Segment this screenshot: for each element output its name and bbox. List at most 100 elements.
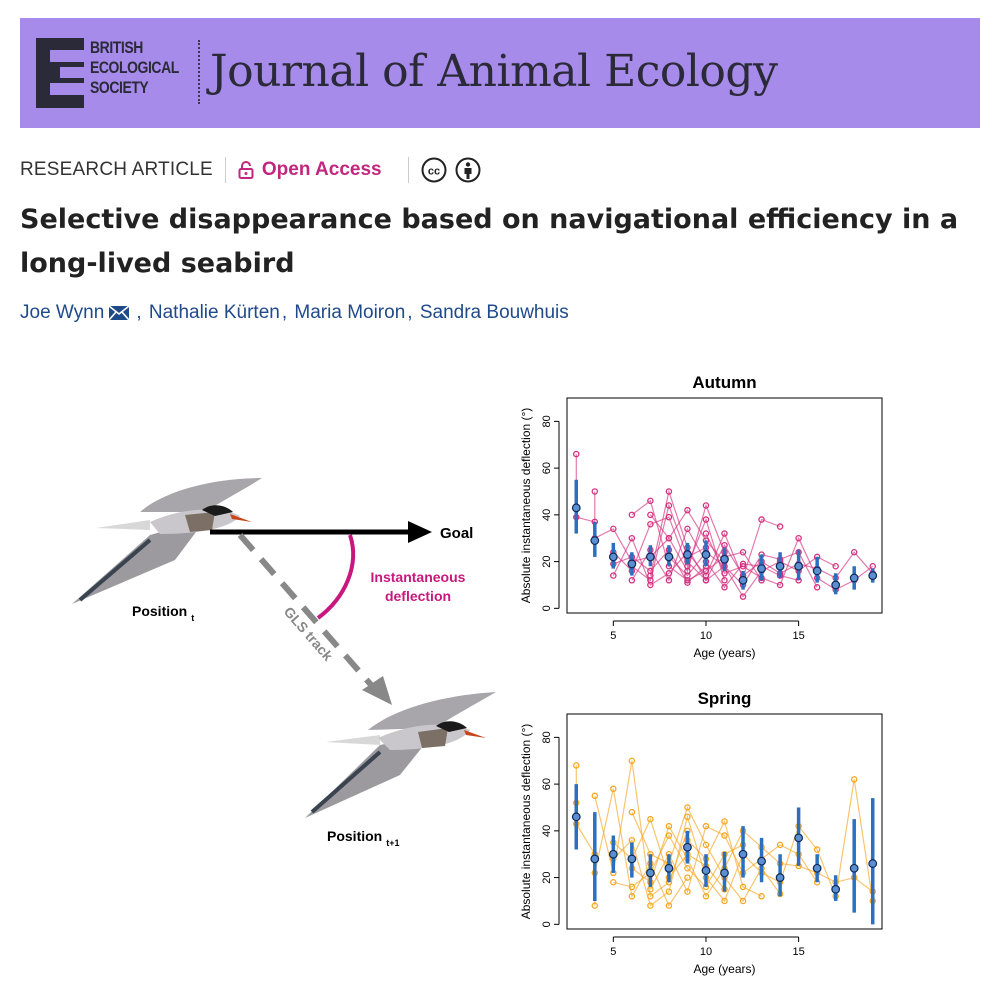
individual-track	[649, 825, 818, 894]
envelope-icon[interactable]	[108, 305, 130, 321]
position-t1-label: Position t+1	[327, 828, 400, 848]
y-axis-label: Absolute instantaneous deflection (°)	[519, 408, 533, 604]
x-axis-label: Age (years)	[693, 962, 755, 976]
individual-track	[613, 548, 707, 584]
deflection-label-line: Instantaneous	[371, 569, 466, 585]
journal-title[interactable]: Journal of Animal Ecology	[210, 46, 778, 97]
mean-point	[757, 856, 766, 866]
individual-track	[631, 805, 781, 903]
individual-track	[649, 489, 818, 588]
data-point	[850, 548, 858, 556]
data-point	[610, 525, 617, 533]
mean-point	[794, 833, 804, 843]
mean-point	[849, 863, 859, 873]
x-tick-label: 5	[610, 630, 616, 642]
data-point	[573, 450, 580, 458]
data-point	[684, 804, 691, 811]
mean-point	[571, 812, 581, 822]
y-tick-label: 0	[541, 605, 553, 611]
deflection-arc	[316, 534, 356, 620]
y-tick-label: 20	[541, 555, 553, 567]
data-point	[628, 893, 636, 900]
data-point	[776, 581, 784, 589]
lock-icon	[238, 161, 254, 179]
data-point	[647, 520, 654, 528]
data-point	[702, 577, 710, 584]
y-axis-label: Absolute instantaneous deflection (°)	[519, 724, 533, 920]
cc-icon[interactable]: cc	[421, 157, 447, 183]
y-tick-label: 60	[541, 778, 553, 790]
data-point	[573, 762, 580, 769]
data-point	[684, 813, 691, 821]
individual-track	[575, 454, 596, 523]
data-point	[665, 534, 673, 542]
data-point	[739, 563, 747, 570]
data-point	[628, 534, 636, 542]
data-point	[795, 534, 802, 542]
svg-text:cc: cc	[427, 166, 439, 178]
mean-point	[590, 536, 600, 545]
autumn-chart: Autumn 5 10 15 Age (years) 0 20 40 60 80 Absolute …	[519, 373, 883, 660]
y-tick-label: 40	[541, 509, 553, 521]
data-point	[591, 902, 599, 909]
data-point	[739, 897, 747, 905]
data-point	[850, 776, 858, 783]
individual-track	[668, 551, 836, 598]
data-point	[721, 530, 728, 537]
spring-chart: Spring 5 10 15 Age (years) 0 20 40 60 80 Absolute …	[519, 689, 883, 976]
author-link[interactable]: Maria Moiron	[294, 302, 406, 323]
goal-arrowhead	[408, 521, 432, 543]
mean-point	[831, 580, 841, 590]
individual-track	[631, 824, 874, 898]
data-point	[610, 572, 617, 579]
data-point	[647, 902, 654, 909]
data-point	[702, 822, 710, 830]
individual-track	[686, 819, 762, 897]
data-point	[739, 883, 747, 891]
data-point	[628, 757, 636, 764]
attribution-icon[interactable]	[455, 157, 481, 183]
article-type: RESEARCH ARTICLE	[20, 159, 213, 180]
x-tick-label: 15	[792, 946, 804, 958]
mean-point	[701, 866, 711, 875]
mean-point	[571, 503, 581, 513]
article-title[interactable]: Selective disappearance based on navigat…	[20, 204, 959, 279]
data-point	[758, 893, 765, 900]
mean-point	[868, 859, 878, 868]
author-link[interactable]: Sandra Bouwhuis	[419, 302, 569, 323]
x-tick-label: 10	[700, 630, 712, 642]
data-point	[702, 530, 710, 537]
tern-icon	[72, 478, 262, 604]
society-name: BRITISH ECOLOGICAL SOCIETY	[90, 38, 179, 98]
data-point	[813, 584, 821, 591]
plot-frame	[566, 713, 883, 930]
y-tick-label: 40	[541, 825, 553, 837]
author-link[interactable]: Joe Wynn	[20, 302, 105, 323]
gls-track-arrowhead	[362, 676, 392, 705]
y-tick-label: 60	[541, 462, 553, 474]
data-point	[665, 577, 673, 584]
y-tick-label: 20	[541, 871, 553, 883]
mean-point	[645, 868, 655, 878]
data-point	[721, 577, 728, 584]
individual-track	[705, 533, 874, 591]
tern-icon	[305, 692, 496, 818]
data-point	[665, 888, 673, 895]
mean-point	[683, 842, 692, 852]
data-point	[628, 883, 636, 891]
data-point	[702, 516, 710, 523]
data-point	[628, 808, 636, 816]
data-point	[684, 525, 691, 533]
data-point	[665, 488, 673, 495]
deflection-label-line: deflection	[385, 588, 451, 604]
x-axis-label: Age (years)	[693, 646, 755, 660]
author-link[interactable]: Nathalie Kürten	[148, 302, 280, 323]
open-access-link[interactable]: Open Access	[261, 159, 382, 180]
mean-point	[664, 863, 674, 873]
mean-point	[775, 873, 785, 882]
data-point	[591, 792, 599, 800]
data-point	[684, 874, 691, 881]
data-point	[628, 511, 636, 519]
data-point	[647, 815, 654, 823]
mean-point	[849, 573, 859, 583]
